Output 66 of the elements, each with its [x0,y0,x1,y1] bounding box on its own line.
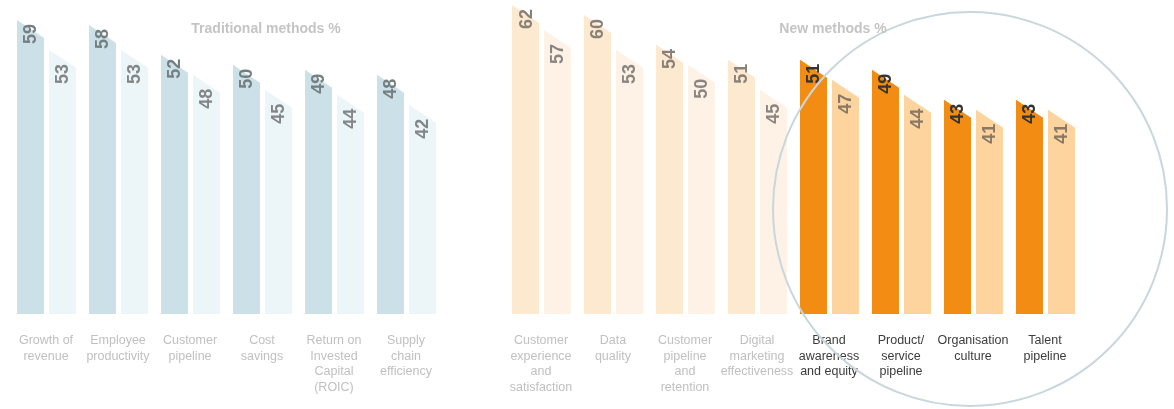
bar [1048,109,1075,314]
data-label: 42 [412,118,433,139]
data-label: 49 [875,73,896,94]
x-tick-label: Product/ service pipeline [877,333,925,378]
bar [688,64,715,314]
bar [904,94,931,314]
data-label: 41 [1051,123,1072,144]
x-tick-label: Organisation culture [937,333,1009,363]
data-label: 53 [52,63,73,84]
data-label: 49 [308,73,329,94]
bar [377,74,404,314]
bar [616,49,643,314]
x-tick-label: Customer pipeline [162,333,218,363]
data-label: 44 [907,108,928,129]
data-label: 48 [196,88,217,109]
bar [832,79,859,314]
bar [728,59,755,314]
bar [89,24,116,314]
bar [17,19,44,314]
data-label: 50 [236,68,257,89]
bar [872,69,899,314]
bar [1016,99,1043,314]
x-tick-label: Return on Invested Capital (ROIC) [306,333,362,394]
data-label: 60 [587,18,608,39]
data-label: 44 [340,108,361,129]
data-label: 45 [268,103,289,124]
data-label: 45 [763,103,784,124]
bar [944,99,971,314]
x-tick-label: Growth of revenue [18,333,74,363]
bar [976,109,1003,314]
x-tick-label: Supply chain efficiency [380,333,433,378]
x-tick-label: Employee productivity [86,333,151,363]
data-label: 59 [20,23,41,44]
data-label: 54 [659,48,680,69]
x-tick-label: Data quality [594,333,632,363]
data-label: 43 [947,103,968,124]
text: New methods % [779,20,887,36]
bar [305,69,332,314]
x-tick-label: Cost savings [240,333,284,363]
x-tick-label: Digital marketing effectiveness [720,333,794,378]
chart-title: Traditional methods % [191,20,341,36]
data-label: 41 [979,123,1000,144]
bar [161,54,188,314]
bar [584,14,611,314]
bar [800,59,827,314]
data-label: 48 [380,78,401,99]
data-label: 58 [92,28,113,49]
data-label: 53 [124,63,145,84]
bar [656,44,683,314]
x-tick-label: Brand awareness and equity [798,333,860,378]
x-tick-label: Customer pipeline and retention [657,333,713,394]
bar [512,5,539,314]
data-label: 43 [1019,103,1040,124]
x-tick-label: Talent pipeline [1023,333,1067,363]
bar [233,64,260,314]
x-tick-label: Customer experience and satisfaction [509,333,573,394]
data-label: 47 [835,93,856,114]
data-label: 50 [691,78,712,99]
data-label: 62 [515,9,536,30]
data-label: 57 [547,43,568,64]
bar [544,29,571,314]
data-label: 51 [803,63,824,84]
bar [760,89,787,314]
data-label: 51 [731,63,752,84]
data-label: 52 [164,58,185,79]
data-label: 53 [619,63,640,84]
